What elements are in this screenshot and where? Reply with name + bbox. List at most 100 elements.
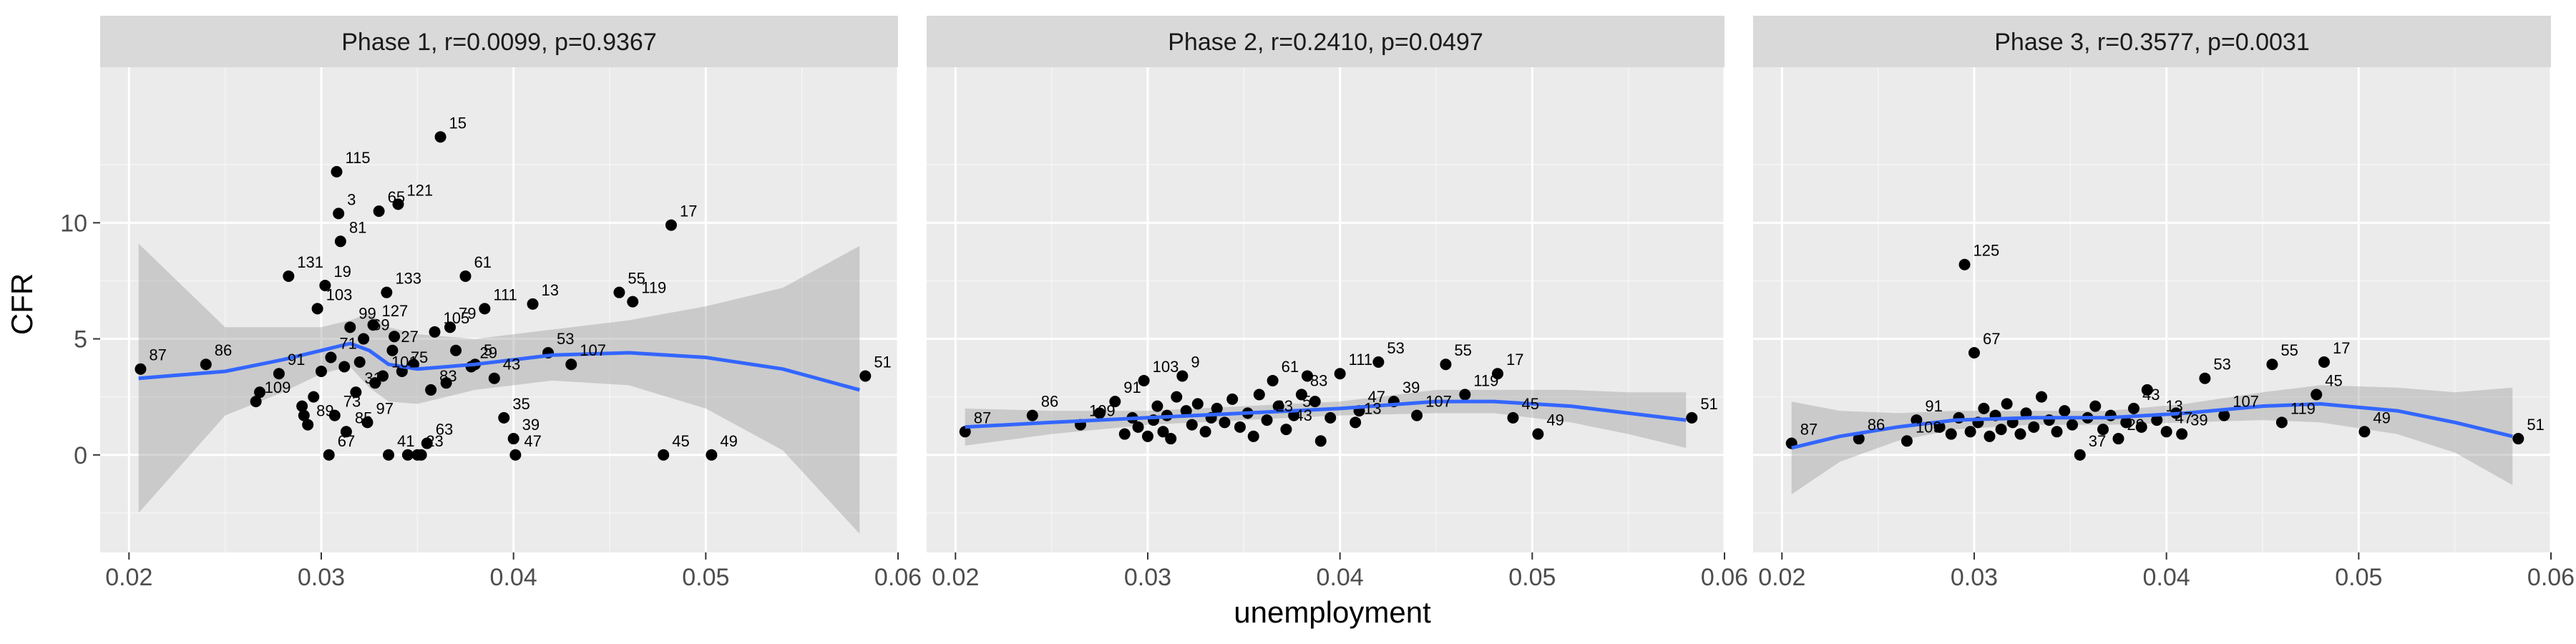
data-point	[1440, 358, 1452, 371]
point-label: 86	[1868, 416, 1885, 434]
point-label: 55	[2280, 341, 2298, 359]
data-point	[627, 296, 639, 308]
data-point	[1334, 368, 1346, 380]
data-point	[527, 298, 539, 310]
data-point	[340, 426, 352, 438]
point-label: 53	[1387, 339, 1404, 357]
point-label: 61	[474, 253, 491, 271]
point-label: 45	[2325, 371, 2342, 389]
data-point	[1301, 370, 1313, 382]
point-label: 53	[2213, 356, 2230, 374]
data-point	[415, 449, 427, 461]
data-point	[440, 377, 452, 389]
data-point	[434, 131, 447, 143]
point-label: 83	[1310, 371, 1327, 389]
data-point	[1372, 356, 1385, 368]
data-point	[1686, 411, 1698, 424]
point-label: 51	[2527, 416, 2544, 434]
data-point	[2318, 356, 2330, 368]
data-point	[2097, 424, 2109, 436]
point-label: 53	[557, 330, 574, 348]
confidence-band	[1791, 385, 2513, 494]
point-label: 79	[459, 304, 476, 322]
point-label: 17	[1506, 351, 1523, 369]
facet-strip-title: Phase 1, r=0.0099, p=0.9367	[341, 29, 656, 56]
data-point	[386, 344, 399, 356]
data-point	[479, 303, 491, 315]
point-label: 111	[1349, 351, 1372, 369]
data-point	[1247, 430, 1259, 442]
data-point	[565, 358, 577, 371]
data-point	[1093, 407, 1106, 419]
data-point	[1186, 419, 1198, 431]
point-label: 119	[1473, 371, 1498, 389]
data-point	[1295, 389, 1307, 401]
data-point	[1138, 374, 1150, 386]
panel-background	[100, 67, 898, 552]
point-label: 27	[401, 328, 418, 346]
data-point	[1219, 416, 1231, 429]
data-point	[2151, 414, 2163, 426]
data-point	[1109, 396, 1121, 408]
point-label: 101	[391, 353, 418, 371]
point-label: 3	[347, 190, 356, 208]
data-point	[2358, 426, 2371, 438]
point-label: 49	[720, 432, 737, 450]
data-point	[1411, 409, 1423, 421]
point-label: 47	[524, 432, 541, 450]
data-point	[250, 396, 262, 408]
data-point	[959, 426, 971, 438]
point-label: 97	[376, 399, 393, 417]
point-label: 45	[1521, 395, 1538, 413]
point-label: 17	[680, 203, 697, 220]
data-point	[2218, 409, 2230, 421]
data-point	[369, 377, 381, 389]
data-point	[392, 198, 404, 210]
data-point	[1853, 433, 1865, 445]
data-point	[1157, 426, 1169, 438]
data-point	[1350, 416, 1362, 429]
data-point	[2275, 416, 2288, 429]
data-point	[1314, 435, 1327, 447]
x-tick-label: 0.04	[490, 564, 537, 591]
point-label: 55	[1454, 341, 1471, 359]
data-point	[1171, 391, 1183, 403]
data-point	[350, 386, 362, 399]
data-point	[2051, 426, 2063, 438]
point-label: 119	[641, 279, 666, 297]
data-point	[1141, 430, 1153, 442]
data-point	[1968, 347, 1980, 359]
data-point	[2074, 449, 2086, 461]
x-tick-label: 0.02	[932, 564, 979, 591]
data-point	[1984, 430, 1996, 442]
point-label: 99	[358, 304, 376, 322]
data-point	[401, 449, 414, 461]
data-point	[2160, 426, 2172, 438]
data-point	[308, 391, 320, 403]
x-tick-label: 0.05	[682, 564, 729, 591]
point-label: 13	[1364, 399, 1381, 417]
x-tick-label: 0.06	[874, 564, 922, 591]
data-point	[1211, 402, 1223, 414]
point-label: 15	[449, 114, 467, 132]
data-point	[200, 358, 212, 371]
point-label: 133	[395, 270, 421, 288]
point-label: 121	[406, 181, 433, 199]
data-point	[613, 286, 625, 298]
facet-strip-title: Phase 2, r=0.2410, p=0.0497	[1168, 29, 1483, 56]
x-tick-label: 0.06	[2527, 564, 2575, 591]
smooth-line	[965, 399, 1687, 429]
panel-background	[927, 67, 1724, 552]
data-point	[1958, 258, 1971, 270]
data-point	[658, 449, 670, 461]
point-label: 115	[345, 149, 370, 167]
point-label: 87	[149, 346, 166, 364]
data-point	[325, 351, 337, 364]
data-point	[361, 416, 374, 429]
point-label: 71	[339, 335, 356, 353]
x-tick-label: 0.03	[298, 564, 345, 591]
point-label: 17	[2333, 339, 2350, 357]
point-label: 43	[2142, 386, 2160, 404]
data-point	[2028, 421, 2040, 433]
